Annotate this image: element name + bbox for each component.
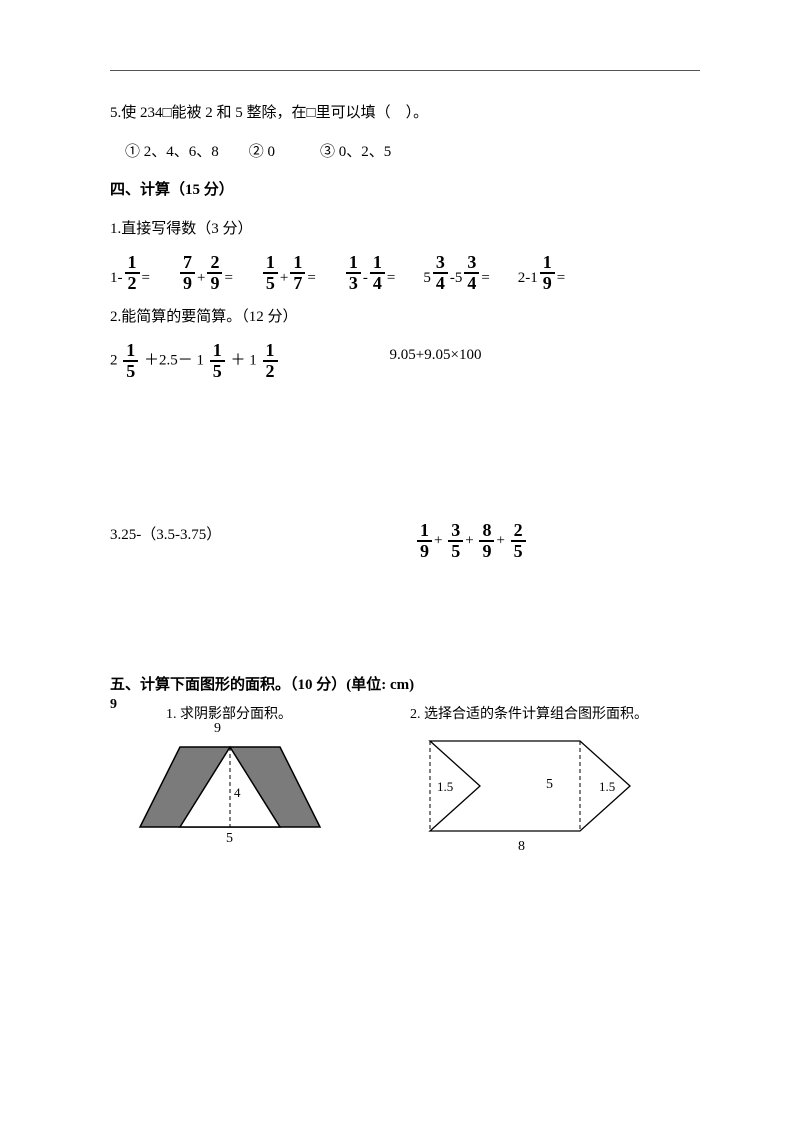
expr: 2-1 19 = (518, 253, 565, 293)
label-mid: 4 (234, 785, 241, 801)
expr: 19+ 35+ 89+ 25 (415, 521, 528, 561)
expr: 5 34 - 5 34 = (423, 253, 489, 293)
p1-row: 1- 12 = 79 + 29 = 15 + 17 = 13 - 14 = 5 … (110, 253, 700, 293)
label-5: 5 (546, 777, 553, 793)
figure-2: 2. 选择合适的条件计算组合图形面积。 1.5 5 1.5 8 (410, 709, 690, 859)
expr: 13 - 14 = (344, 253, 395, 293)
p2-pair1: 2 15 ＋2.5－ 1 15 ＋ 1 12 9.05+9.05×100 (110, 341, 700, 381)
expr: 15 + 17 = (261, 253, 316, 293)
expr: 1- 12 = (110, 253, 150, 293)
label-8: 8 (518, 839, 525, 855)
sec4-heading: 四、计算（15 分） (110, 176, 700, 205)
fig1-title: 1. 求阴影部分面积。 (166, 703, 292, 723)
label-bottom: 5 (226, 831, 233, 847)
p2-title: 2.能简算的要简算。（12 分） (110, 303, 700, 332)
label-15a: 1.5 (436, 779, 454, 795)
expr: 3.25-（3.5-3.75） (110, 521, 305, 561)
fig2-title: 2. 选择合适的条件计算组合图形面积。 (410, 703, 648, 723)
q5-prompt: 5.使 234□能被 2 和 5 整除，在□里可以填（ ）。 (110, 99, 700, 128)
label-top: 9 (214, 721, 221, 737)
expr: 2 15 ＋2.5－ 1 15 ＋ 1 12 (110, 341, 280, 381)
q5-options: ① 2、4、6、8 ② 0 ③ 0、2、5 (110, 138, 700, 167)
expr: 9.05+9.05×100 (390, 341, 482, 381)
label-15b: 1.5 (598, 779, 616, 795)
p2-pair2: 3.25-（3.5-3.75） 19+ 35+ 89+ 25 (110, 521, 700, 561)
nine-mark: 9 (110, 697, 117, 713)
p1-title: 1.直接写得数（3 分） (110, 215, 700, 244)
figure-1: 9 1. 求阴影部分面积。 9 4 5 (110, 709, 350, 859)
expr: 79 + 29 = (178, 253, 233, 293)
sec5-heading: 五、计算下面图形的面积。（10 分）(单位: cm) (110, 671, 700, 700)
